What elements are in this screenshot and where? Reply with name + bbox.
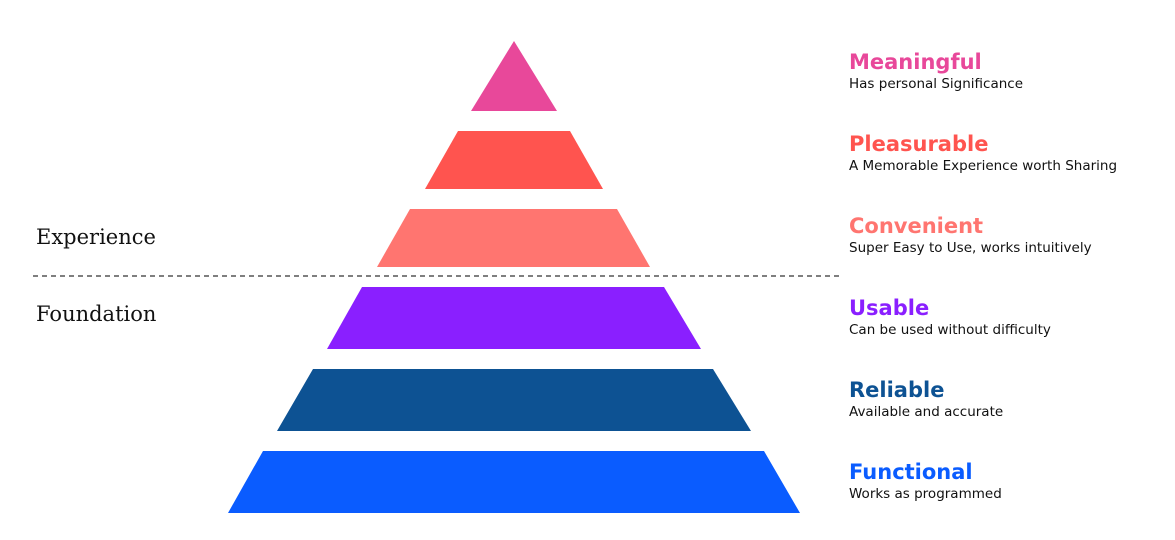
pyramid-tier-functional	[228, 451, 800, 513]
pyramid-tier-pleasurable	[425, 131, 603, 189]
level-title: Pleasurable	[849, 132, 989, 156]
level-title: Meaningful	[849, 50, 982, 74]
level-title: Reliable	[849, 378, 945, 402]
level-description: Has personal Significance	[849, 76, 1024, 92]
level-description: A Memorable Experience worth Sharing	[849, 158, 1118, 174]
level-reliable: Reliable Available and accurate	[849, 377, 1169, 421]
level-meaningful: Meaningful Has personal Significance	[849, 49, 1169, 93]
level-title: Functional	[849, 460, 973, 484]
level-description: Can be used without difficulty	[849, 322, 1051, 338]
pyramid-tier-usable	[327, 287, 701, 349]
level-pleasurable: Pleasurable A Memorable Experience worth…	[849, 131, 1169, 175]
level-title: Convenient	[849, 214, 984, 238]
pyramid-tier-meaningful	[471, 41, 557, 111]
level-description: Works as programmed	[849, 486, 1002, 502]
pyramid-tier-convenient	[377, 209, 650, 267]
level-usable: Usable Can be used without difficulty	[849, 295, 1169, 339]
level-description: Super Easy to Use, works intuitively	[849, 240, 1092, 256]
section-label-experience: Experience	[36, 225, 156, 249]
level-title: Usable	[849, 296, 930, 320]
level-convenient: Convenient Super Easy to Use, works intu…	[849, 213, 1169, 257]
level-description: Available and accurate	[849, 404, 1004, 420]
section-label-foundation: Foundation	[36, 302, 157, 326]
level-functional: Functional Works as programmed	[849, 459, 1169, 503]
pyramid-tier-reliable	[277, 369, 751, 431]
